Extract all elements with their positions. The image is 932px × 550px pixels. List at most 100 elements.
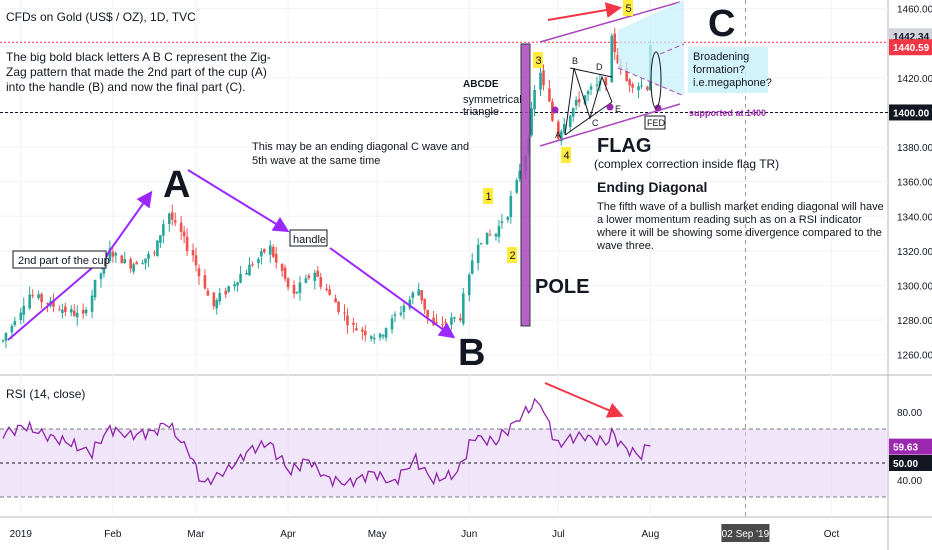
candle-body [167,213,171,225]
candle-body [625,68,628,82]
chart-title: CFDs on Gold (US$ / OZ), 1D, TVC [6,10,196,24]
date-cursor-label: 02 Sep '19 [722,529,770,540]
candle-body [236,282,239,286]
wave-number: 4 [564,150,570,162]
candle-body [539,72,542,90]
candle-body [239,273,242,283]
time-tick-label: 2019 [10,529,33,540]
price-tick-label: 1460.00 [897,5,932,16]
candle-body [84,309,88,314]
price-tag [889,39,932,56]
cup-label: 2nd part of the cup [18,255,110,267]
candle-body [251,264,254,266]
candle-body [307,275,311,278]
candle-body [586,91,590,95]
time-tick-label: Feb [104,529,122,540]
candle-body [378,333,382,338]
broadening-label: formation? [693,64,745,76]
candle-body [144,258,147,264]
candle-body [423,298,426,310]
candle-body [90,295,94,312]
pole-label: POLE [535,276,589,298]
candle-body [470,260,474,274]
candle-body [132,264,135,272]
candle-body [533,89,536,110]
candle-body [316,270,320,277]
wave-number: 5 [626,3,632,15]
candle-body [568,115,572,127]
candle-body [31,295,34,297]
wave-number-box [483,188,493,204]
candle-body [283,267,287,279]
candle-body [271,247,275,257]
candle-body [372,337,376,340]
handle-label-box [289,229,328,247]
candle-body [476,244,480,263]
candle-body [304,278,308,283]
candle-body [182,231,186,237]
candle-body [263,249,266,253]
candle-body [147,254,150,259]
candle-body [444,321,447,323]
candle-body [173,220,177,223]
candle-body [295,292,299,294]
candle-body [135,262,138,265]
candle-body [72,310,76,316]
symmetrical-label: symmetrical [463,94,522,106]
rsi-tag [889,455,932,471]
candle-body [515,180,519,193]
candle-body [328,289,331,295]
candle-body [506,217,510,221]
candle-body [646,86,649,90]
abcde-label: ABCDE [463,79,499,90]
candle-body [215,300,219,309]
fed-box [644,115,666,130]
candle-body [46,303,49,305]
ending-diagonal-title: Ending Diagonal [597,179,707,195]
candle-body [450,317,453,325]
broadening-fill [618,0,684,96]
candle-body [268,245,272,255]
wave-number-box [561,147,571,163]
intro-text-line: The big bold black letters A B C represe… [6,50,271,64]
candle-body [500,221,504,223]
candle-body [518,170,522,179]
triangle-lower [564,101,613,136]
candle-body [384,328,388,338]
rsi-tag-label: 50.00 [893,459,918,470]
candle-body [28,294,31,309]
rsi-line [2,397,651,489]
candle-body [408,299,412,309]
candle-body [197,268,201,277]
candle-body [494,233,498,237]
candle-body [369,336,373,339]
candle-body [355,328,358,331]
symmetrical-label: triangle [463,106,499,118]
candle-body [479,243,483,245]
candle-body [435,322,438,324]
intro-text-line: into the handle (B) and now the final pa… [6,80,245,94]
candle-body [114,253,118,256]
flag-note: (complex correction inside flag TR) [594,157,779,171]
wave-number: 3 [536,55,542,67]
candle-body [156,240,159,257]
rsi-tag-label: 59.63 [893,443,918,454]
ending-c-text-line: This may be an ending diagonal C wave an… [252,141,469,153]
candle-body [420,290,424,301]
candle-body [286,278,290,288]
candle-body [595,84,599,86]
candle-body [37,294,40,299]
candle-body [453,317,456,319]
price-tick-label: 1300.00 [897,281,932,292]
candle-body [61,309,64,313]
broadening-label: i.e.megaphone? [693,77,772,89]
candle-body [212,292,216,307]
price-tick-label: 1380.00 [897,143,932,154]
wave-number-box [507,247,517,263]
time-tick-label: Jun [461,529,477,540]
time-tick-label: Apr [280,529,296,540]
candle-body [432,317,435,326]
candle-body [206,290,210,296]
wave-a-letter: A [163,164,190,206]
triangle-letter: C [592,118,599,128]
